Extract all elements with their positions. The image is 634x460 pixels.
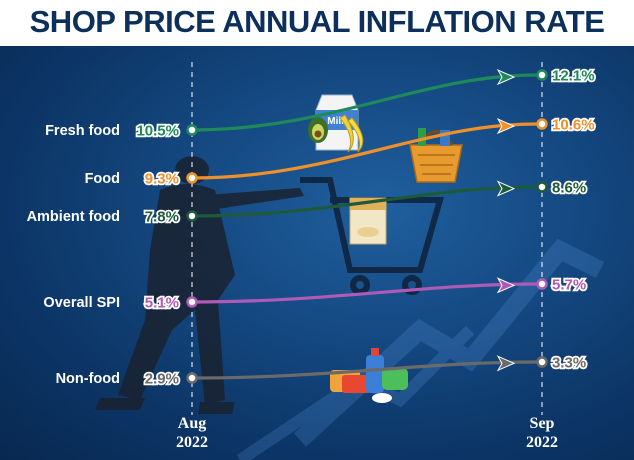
x-tick-month: Sep (530, 415, 555, 432)
shopper-silhouette (95, 156, 304, 414)
series-layer: Fresh food 10.5% 12.1% Food 9.3% 10.6% Ambient… (27, 66, 597, 390)
series-arrowhead (496, 69, 516, 86)
toiletries-icon (330, 348, 408, 403)
series-arrowhead (496, 355, 516, 372)
series-food: Food 9.3% 10.6% (85, 115, 597, 190)
series-arrowhead (496, 277, 516, 294)
value-label-aug: 5.1% (145, 295, 179, 312)
series-arrowhead (496, 180, 516, 197)
series-line (190, 282, 538, 304)
value-label-sep: 5.7% (552, 277, 586, 294)
title-bar: SHOP PRICE ANNUAL INFLATION RATE (0, 0, 634, 46)
point-sep (536, 356, 548, 368)
series-ambient-food: Ambient food 7.8% 8.6% (27, 178, 588, 228)
value-label-sep: 3.3% (552, 355, 586, 372)
series-name-label: Overall SPI (43, 295, 120, 311)
point-aug (186, 172, 198, 184)
value-label-sep: 12.1% (552, 68, 595, 85)
svg-text:Milk: Milk (327, 116, 347, 127)
value-label-aug: 9.3% (145, 171, 179, 188)
x-tick-year: 2022 (176, 434, 208, 451)
chart-title: SHOP PRICE ANNUAL INFLATION RATE (29, 4, 605, 39)
series-line (190, 185, 538, 218)
series-name-label: Food (85, 171, 120, 187)
point-sep (536, 69, 548, 81)
point-sep (536, 181, 548, 193)
series-line (190, 73, 538, 132)
point-sep (536, 118, 548, 130)
series-overall-spi: Overall SPI 5.1% 5.7% (43, 275, 588, 314)
value-label-sep: 10.6% (552, 117, 595, 134)
point-aug (186, 210, 198, 222)
series-fresh-food: Fresh food 10.5% 12.1% (45, 66, 596, 142)
series-line (190, 360, 538, 380)
point-aug (186, 372, 198, 384)
value-label-sep: 8.6% (552, 180, 586, 197)
axis-guides (191, 62, 543, 415)
value-label-aug: 7.8% (145, 209, 179, 226)
cereal-box-icon (349, 197, 387, 245)
series-name-label: Ambient food (27, 209, 120, 225)
series-non-food: Non-food 2.9% 3.3% (56, 353, 588, 390)
trolley-silhouette (300, 177, 444, 295)
point-aug (186, 124, 198, 136)
x-tick-year: 2022 (526, 434, 558, 451)
series-line (190, 122, 538, 180)
point-sep (536, 278, 548, 290)
series-name-label: Fresh food (45, 123, 120, 139)
shopping-basket-icon (409, 128, 463, 183)
x-tick-layer: Aug 2022 Sep 2022 (176, 415, 558, 451)
banana-icon (339, 114, 364, 153)
avocado-icon (308, 117, 328, 143)
series-name-label: Non-food (56, 371, 120, 387)
point-aug (186, 296, 198, 308)
series-arrowhead (496, 118, 516, 135)
value-label-aug: 10.5% (136, 123, 179, 140)
value-label-aug: 2.9% (145, 371, 179, 388)
x-tick-month: Aug (178, 415, 206, 432)
